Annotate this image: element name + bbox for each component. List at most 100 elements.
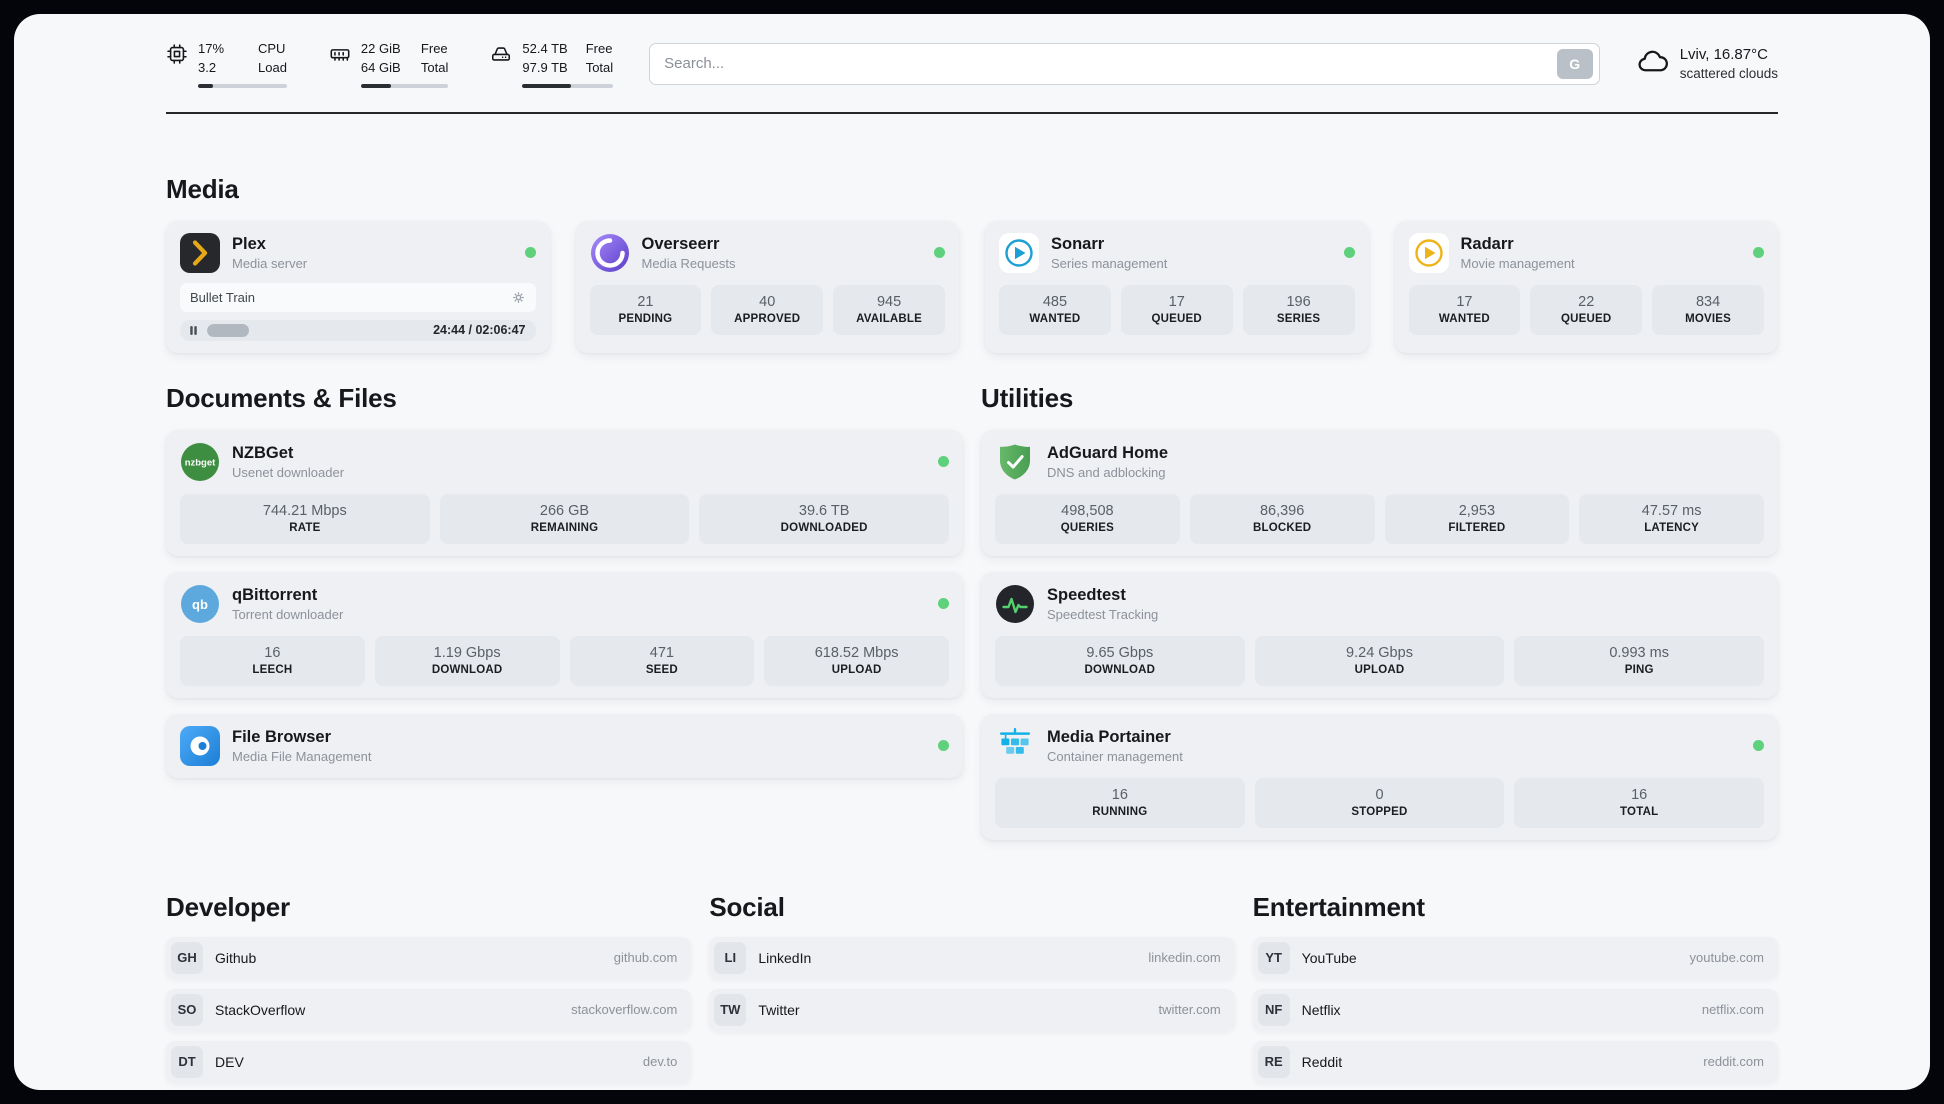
gear-icon[interactable] [511,290,526,305]
stat-value: 834 [1695,294,1721,311]
section-title-developer: Developer [166,891,290,922]
now-playing-row: Bullet Train [180,282,536,312]
stat-approved: 40 APPROVED [711,284,824,335]
disk-metric: 52.4 TB 97.9 TB Free Total [490,40,614,88]
weather-condition: scattered clouds [1679,65,1778,81]
disk-label-bottom: Total [585,59,614,75]
stat-value: 16 [1631,787,1648,804]
stat-series: 196 SERIES [1242,284,1355,335]
stat-value: 40 [759,294,776,311]
stat-value: 17 [1456,294,1473,311]
stat-upload: 618.52 Mbps UPLOAD [764,635,949,686]
section-title-utilities: Utilities [981,382,1074,413]
status-dot [1753,247,1764,259]
app-subtitle: Media server [232,255,308,271]
search-engine-button[interactable]: G [1556,48,1593,79]
bookmark-stackoverflow[interactable]: SO StackOverflow stackoverflow.com [166,988,692,1031]
section-developer: Developer GH Github github.com SO StackO… [166,891,692,1083]
app-subtitle: Container management [1047,748,1183,764]
app-card-adguard[interactable]: AdGuard Home DNS and adblocking 498,508 … [981,429,1778,556]
status-dot [1343,247,1355,259]
dashboard-content: Media Plex Media server [14,174,1930,1083]
bookmark-dev[interactable]: DT DEV dev.to [166,1040,692,1083]
stat-rate: 744.21 Mbps RATE [180,493,430,544]
ram-icon [329,40,351,88]
stat-label: AVAILABLE [856,313,923,326]
pause-icon[interactable] [187,324,200,337]
bookmark-github[interactable]: GH Github github.com [166,936,692,979]
stat-label: DOWNLOADED [780,522,868,535]
playback-seek-bar[interactable]: 24:44 / 02:06:47 [180,319,536,341]
stat-label: QUERIES [1060,522,1114,535]
stat-label: PING [1624,664,1654,677]
app-card-qbittorrent[interactable]: qb qBittorrent Torrent downloader 16 [166,571,963,698]
ram-free-value: 22 GiB [360,41,401,56]
stat-download: 9.65 Gbps DOWNLOAD [995,635,1245,686]
bookmark-url: dev.to [642,1054,678,1070]
ram-label-bottom: Total [420,59,449,75]
radarr-icon [1408,232,1449,273]
stat-label: MOVIES [1685,313,1732,326]
stat-wanted: 17 WANTED [1408,284,1521,335]
filebrowser-icon [180,725,220,766]
cpu-usage-value: 17% [198,41,225,56]
stat-queued: 17 QUEUED [1120,284,1233,335]
bookmark-name: DEV [215,1053,244,1070]
stat-value: 2,953 [1458,503,1496,520]
app-card-radarr[interactable]: Radarr Movie management 17 WANTED 22 QUE… [1394,220,1778,353]
weather-location: Lviv, 16.87°C [1679,45,1768,63]
plex-icon [180,232,220,273]
section-social: Social LI LinkedIn linkedin.com TW Twitt… [709,892,1235,1031]
qbittorrent-icon: qb [180,584,220,624]
svg-text:qb: qb [192,597,208,612]
bookmark-youtube[interactable]: YT YouTube youtube.com [1252,936,1778,979]
portainer-icon [995,726,1035,766]
app-subtitle: Usenet downloader [232,464,345,480]
stat-value: 9.65 Gbps [1086,645,1154,662]
cloud-icon [1636,44,1670,83]
app-name: Media Portainer [1047,727,1171,746]
stat-value: 22 [1578,294,1595,311]
app-card-filebrowser[interactable]: File Browser Media File Management [166,713,963,778]
now-playing-title: Bullet Train [190,289,256,305]
app-card-portainer[interactable]: Media Portainer Container management 16 … [981,713,1778,840]
app-card-sonarr[interactable]: Sonarr Series management 485 WANTED 17 Q… [985,220,1369,353]
bookmark-url: netflix.com [1701,1002,1764,1018]
app-subtitle: Series management [1051,255,1168,271]
app-card-plex[interactable]: Plex Media server Bullet Train [166,220,550,353]
stat-value: 618.52 Mbps [814,645,899,662]
status-dot [938,740,949,752]
stat-label: SERIES [1276,313,1321,326]
topbar-divider [166,111,1778,114]
search-bar: G [649,42,1600,85]
status-dot [938,456,949,468]
stat-value: 47.57 ms [1641,503,1702,520]
app-card-speedtest[interactable]: Speedtest Speedtest Tracking 9.65 Gbps D… [981,571,1778,698]
bookmark-linkedin[interactable]: LI LinkedIn linkedin.com [709,936,1235,979]
bookmark-twitter[interactable]: TW Twitter twitter.com [709,988,1235,1031]
stat-label: STOPPED [1351,806,1408,819]
playback-track[interactable] [207,323,426,337]
section-title-media: Media [166,173,239,204]
status-dot [1753,740,1764,752]
bookmark-reddit[interactable]: RE Reddit reddit.com [1252,1040,1778,1083]
stat-leech: 16 LEECH [180,635,365,686]
app-name: Overseerr [641,234,720,253]
system-metrics: 17% 3.2 CPU Load [166,40,614,88]
bookmark-url: reddit.com [1703,1054,1764,1070]
bookmark-abbr: DT [171,1045,203,1078]
bookmark-netflix[interactable]: NF Netflix netflix.com [1252,988,1778,1031]
stat-blocked: 86,396 BLOCKED [1189,493,1375,544]
stat-label: WANTED [1029,313,1081,326]
app-name: AdGuard Home [1047,443,1169,462]
stat-value: 945 [876,294,902,311]
bookmark-url: twitter.com [1158,1002,1221,1018]
search-input[interactable] [664,55,1557,73]
bookmark-name: Reddit [1301,1053,1343,1070]
app-card-overseerr[interactable]: Overseerr Media Requests 21 PENDING 40 A… [575,220,959,353]
stat-queries: 498,508 QUERIES [995,493,1180,544]
stat-download: 1.19 Gbps DOWNLOAD [374,635,560,686]
stat-value: 1.19 Gbps [433,645,501,662]
app-card-nzbget[interactable]: nzbget NZBGet Usenet downloader 744.21 M… [166,429,963,556]
stat-value: 266 GB [539,503,590,520]
